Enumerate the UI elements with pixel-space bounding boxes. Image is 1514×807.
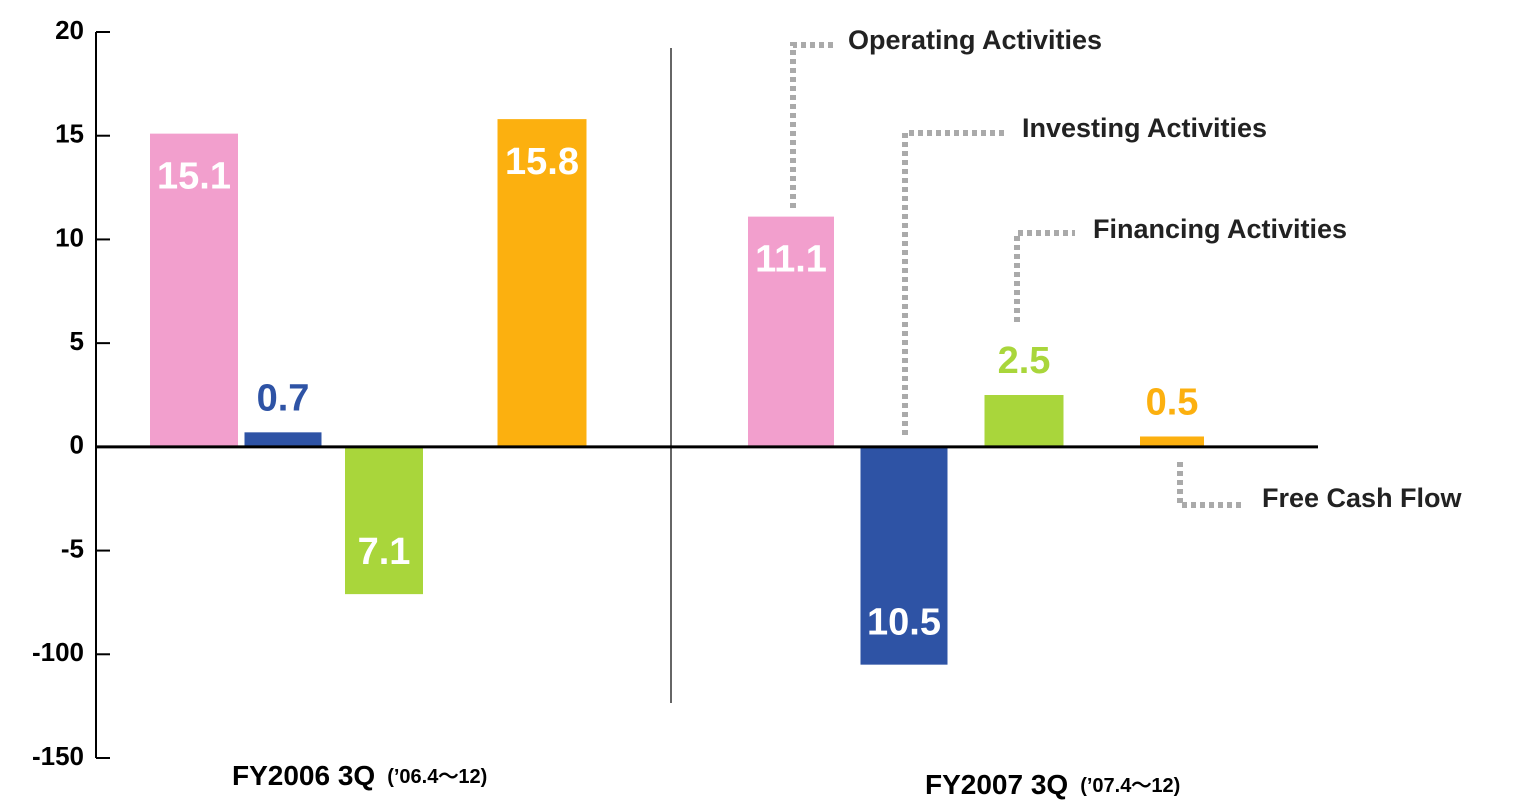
x-category-label: FY2007 3Q (’07.4～12) bbox=[925, 769, 1180, 800]
y-tick-label: 5 bbox=[70, 326, 84, 356]
value-label: 10.5 bbox=[867, 602, 941, 644]
bar bbox=[345, 446, 423, 595]
bar bbox=[150, 133, 238, 447]
legend-leader bbox=[790, 42, 835, 208]
value-label: 11.1 bbox=[755, 239, 827, 281]
y-tick-label: 10 bbox=[55, 222, 84, 252]
category-name: FY2007 3Q bbox=[925, 769, 1068, 800]
legend-label: Financing Activities bbox=[1093, 214, 1347, 244]
bar bbox=[748, 216, 834, 447]
value-label: 15.1 bbox=[157, 156, 231, 198]
x-category-label: FY2006 3Q (’06.4～12) bbox=[232, 760, 487, 791]
bar bbox=[497, 119, 587, 447]
legend-label: Free Cash Flow bbox=[1262, 483, 1463, 513]
y-tick-label: -150 bbox=[32, 741, 84, 771]
bar bbox=[984, 395, 1064, 447]
legend-leader bbox=[1014, 230, 1075, 322]
value-label: 7.1 bbox=[358, 531, 411, 573]
category-name: FY2006 3Q bbox=[232, 760, 375, 791]
legend-label: Investing Activities bbox=[1022, 113, 1267, 143]
category-period: (’07.4～12) bbox=[1080, 775, 1180, 797]
legend-leader bbox=[1177, 462, 1245, 508]
value-label: 0.7 bbox=[257, 377, 310, 419]
y-tick-label: -100 bbox=[32, 637, 84, 667]
legend-leader bbox=[902, 130, 1005, 435]
value-label: 0.5 bbox=[1146, 382, 1199, 424]
bar bbox=[1140, 436, 1204, 447]
y-tick-label: 15 bbox=[55, 119, 84, 149]
y-tick-label: 0 bbox=[70, 430, 84, 460]
value-label: 2.5 bbox=[998, 340, 1051, 382]
value-label: 15.8 bbox=[505, 141, 579, 183]
bar bbox=[244, 432, 322, 447]
y-tick-label: 20 bbox=[55, 15, 84, 45]
bar bbox=[860, 446, 948, 665]
legend-label: Operating Activities bbox=[848, 25, 1102, 55]
y-tick-label: -5 bbox=[61, 533, 84, 563]
category-period: (’06.4～12) bbox=[387, 766, 487, 788]
